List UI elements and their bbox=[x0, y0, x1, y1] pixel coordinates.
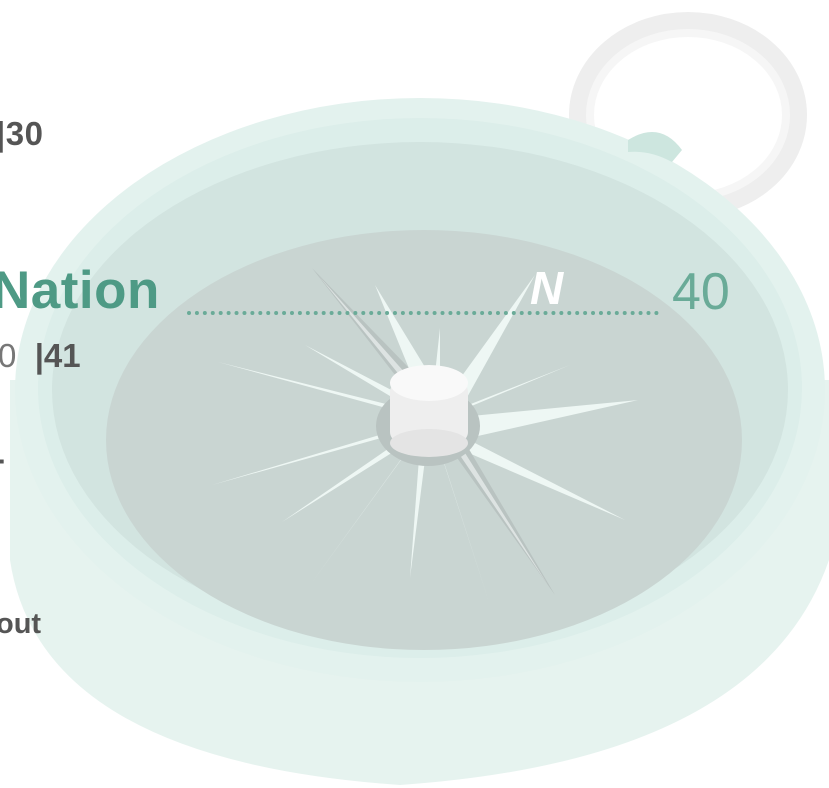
toc-entry-sub: 0 |41 bbox=[0, 337, 81, 375]
toc-entry-sub-prefix: 0 bbox=[0, 337, 17, 374]
toc-entry-main-page: 40 bbox=[672, 263, 730, 321]
compass-pivot-icon bbox=[376, 365, 480, 466]
compass-north-label: N bbox=[530, 262, 564, 314]
toc-entry-main-title: Nation bbox=[0, 261, 160, 320]
toc-entry-top: |30 bbox=[0, 115, 44, 152]
toc-dot-leader bbox=[187, 305, 659, 315]
toc-entry-bottom: out bbox=[0, 608, 42, 640]
toc-entry-sub-page: |41 bbox=[34, 337, 81, 374]
toc-entry-mid: - bbox=[0, 440, 5, 478]
